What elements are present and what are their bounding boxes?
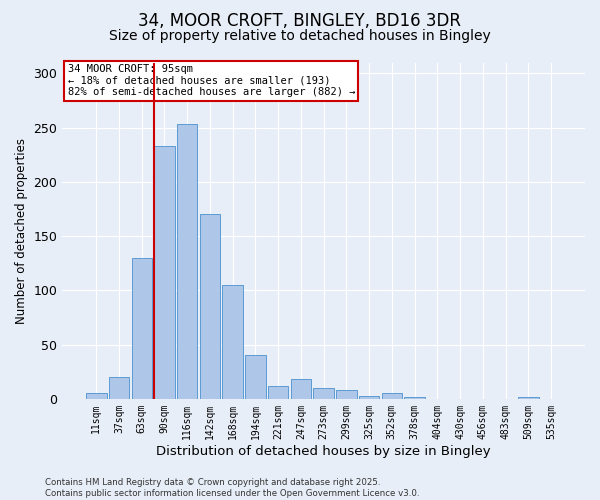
Bar xyxy=(404,396,425,399)
Bar xyxy=(290,380,311,399)
Bar xyxy=(177,124,197,399)
Bar xyxy=(109,377,129,399)
Bar xyxy=(382,394,402,399)
Bar xyxy=(86,394,107,399)
Bar xyxy=(131,258,152,399)
Bar xyxy=(200,214,220,399)
Y-axis label: Number of detached properties: Number of detached properties xyxy=(15,138,28,324)
Bar xyxy=(313,388,334,399)
Text: Size of property relative to detached houses in Bingley: Size of property relative to detached ho… xyxy=(109,29,491,43)
Bar xyxy=(518,396,539,399)
Bar xyxy=(336,390,356,399)
X-axis label: Distribution of detached houses by size in Bingley: Distribution of detached houses by size … xyxy=(157,444,491,458)
Text: 34, MOOR CROFT, BINGLEY, BD16 3DR: 34, MOOR CROFT, BINGLEY, BD16 3DR xyxy=(139,12,461,30)
Bar xyxy=(154,146,175,399)
Bar xyxy=(245,356,266,399)
Bar xyxy=(223,285,243,399)
Bar xyxy=(359,396,379,399)
Bar xyxy=(268,386,289,399)
Text: 34 MOOR CROFT: 95sqm
← 18% of detached houses are smaller (193)
82% of semi-deta: 34 MOOR CROFT: 95sqm ← 18% of detached h… xyxy=(68,64,355,98)
Text: Contains HM Land Registry data © Crown copyright and database right 2025.
Contai: Contains HM Land Registry data © Crown c… xyxy=(45,478,419,498)
